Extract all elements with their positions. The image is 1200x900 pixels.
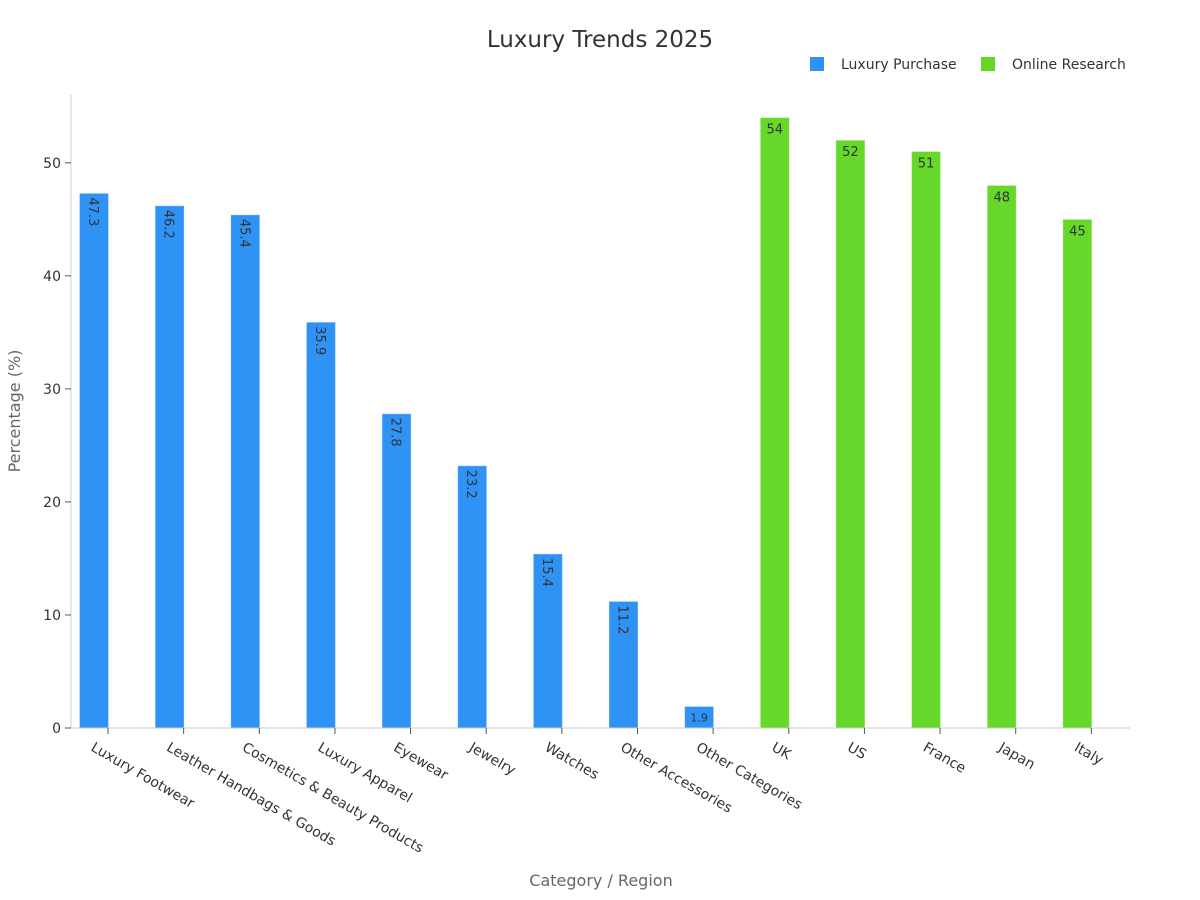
bar[interactable] xyxy=(911,151,942,729)
legend-swatch xyxy=(810,57,824,71)
data-label: 27.8 xyxy=(388,418,403,447)
data-label: 1.9 xyxy=(690,711,708,724)
y-tick-label: 0 xyxy=(52,721,61,737)
series-online-research: 54 52 51 48 45 xyxy=(759,117,1093,729)
x-tick-label: Watches xyxy=(542,740,602,784)
data-label: 45.4 xyxy=(236,219,251,248)
y-tick-label: 50 xyxy=(43,156,61,172)
data-label: 23.2 xyxy=(463,470,478,499)
legend-item[interactable]: Luxury Purchase xyxy=(810,57,957,73)
x-tick-label: US xyxy=(844,740,869,763)
bar[interactable] xyxy=(759,117,790,729)
x-axis-title: Category / Region xyxy=(529,871,672,890)
legend-swatch xyxy=(981,57,995,71)
bar[interactable] xyxy=(230,214,261,729)
y-axis: 0 10 20 30 40 50 xyxy=(43,95,72,737)
bar[interactable] xyxy=(305,321,336,729)
bars: 47.3 46.2 45.435.927.823.215.411.21.954525… xyxy=(79,117,1093,729)
x-tick-label: Eyewear xyxy=(391,740,451,784)
bar[interactable] xyxy=(1062,218,1093,729)
bar[interactable] xyxy=(835,139,866,729)
data-label: 11.2 xyxy=(615,605,630,634)
data-label: 46.2 xyxy=(161,210,176,239)
x-tick-label: UK xyxy=(769,740,795,764)
bar[interactable] xyxy=(381,413,412,729)
x-tick-label: France xyxy=(920,740,968,777)
x-tick-label: Japan xyxy=(995,739,1038,773)
data-label: 15.4 xyxy=(539,558,554,587)
data-label: 47.3 xyxy=(85,197,100,226)
data-label: 54 xyxy=(767,123,784,138)
data-label: 48 xyxy=(993,190,1010,205)
x-tick-label: Jewelry xyxy=(465,739,518,779)
legend: Luxury Purchase Online Research xyxy=(810,57,1126,73)
bar[interactable] xyxy=(154,205,185,729)
y-axis-title: Percentage (%) xyxy=(5,350,24,473)
bar[interactable] xyxy=(457,465,488,729)
bar[interactable] xyxy=(608,600,639,729)
x-tick-label: Italy xyxy=(1071,740,1105,769)
legend-item[interactable]: Online Research xyxy=(981,57,1126,73)
y-tick-label: 10 xyxy=(43,608,61,624)
y-tick-label: 20 xyxy=(43,495,61,511)
data-label: 45 xyxy=(1069,224,1086,239)
legend-label: Online Research xyxy=(1012,57,1126,73)
data-label: 51 xyxy=(918,157,935,172)
chart-title: Luxury Trends 2025 xyxy=(487,27,713,53)
bar[interactable] xyxy=(986,184,1017,729)
bar[interactable] xyxy=(79,192,109,729)
series-luxury-purchase: 47.3 46.2 45.4 35.9 27.8 23.2 15.4 11.2 1.9 xyxy=(79,192,715,729)
data-label: 35.9 xyxy=(312,326,327,355)
y-tick-label: 40 xyxy=(43,269,61,285)
y-tick-label: 30 xyxy=(43,382,61,398)
legend-label: Luxury Purchase xyxy=(841,57,957,73)
data-label: 52 xyxy=(842,145,859,160)
